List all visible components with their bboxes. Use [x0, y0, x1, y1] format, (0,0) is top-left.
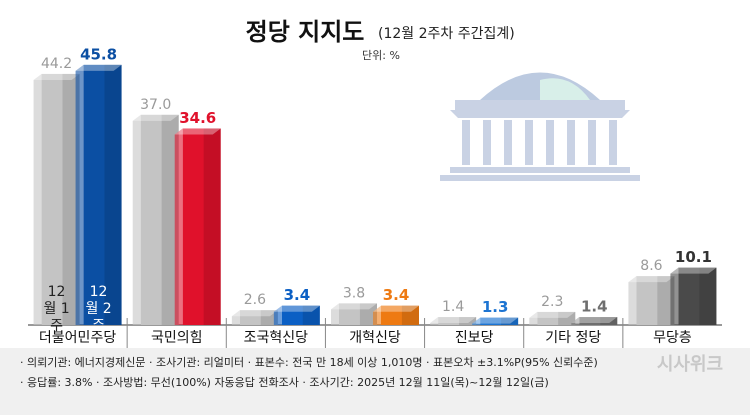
bar-shade [359, 303, 377, 325]
bar-shade [699, 267, 717, 325]
bar [678, 267, 717, 325]
value-label: 3.4 [284, 286, 311, 304]
bar-side [132, 114, 141, 325]
logo: 시사위크 [657, 354, 723, 375]
bar-side [430, 317, 439, 325]
bar-shade [657, 276, 675, 325]
bar-shade [260, 310, 278, 325]
bar [140, 114, 179, 325]
bar-side [373, 305, 381, 325]
bar-side [75, 64, 84, 325]
bar [438, 317, 477, 325]
bar-top [273, 305, 320, 312]
bar-side [529, 311, 538, 325]
bar-top [373, 305, 419, 312]
bar-top [331, 303, 377, 310]
x-tick-label: 무당층 [653, 330, 692, 346]
bar [41, 73, 80, 325]
bar-top [571, 317, 618, 324]
bar [579, 317, 618, 325]
bar-side [571, 317, 580, 325]
bar [537, 311, 576, 325]
chart-subtitle: (12월 2주차 주간집계) [378, 26, 515, 42]
bar-side [174, 128, 183, 325]
bar [381, 305, 419, 325]
bar-shade [161, 114, 179, 325]
value-label: 34.6 [179, 109, 216, 127]
bar-side [331, 303, 339, 325]
bar-side [33, 73, 42, 325]
bar [83, 64, 122, 325]
x-tick-label: 더불어민주당 [39, 330, 116, 346]
bar [339, 303, 377, 325]
footnote: · 의뢰기관: 에너지경제신문 · 조사기관: 리얼미터 · 표본수: 전국 만… [20, 355, 598, 369]
value-label: 1.3 [482, 298, 509, 316]
value-label: 3.8 [343, 285, 365, 301]
x-tick-label: 기타 정당 [545, 330, 601, 346]
chart-title: 정당 지지도 [246, 18, 365, 46]
value-label: 8.6 [640, 258, 662, 274]
footnote: · 응답률: 3.8% · 조사방법: 무선(100%) 자동응답 전화조사 ·… [20, 375, 549, 389]
bar-top [231, 310, 278, 317]
bar-top [628, 276, 675, 283]
value-label: 2.3 [541, 294, 563, 310]
bar-side [231, 310, 240, 325]
footer-bg [0, 348, 750, 415]
bar-shade [62, 73, 80, 325]
value-label: 1.4 [581, 298, 608, 316]
bar-shade [401, 305, 419, 325]
bar [480, 317, 519, 325]
value-label: 10.1 [675, 248, 712, 266]
bar-shade [558, 311, 576, 325]
bar-top [33, 73, 80, 80]
bar-top [132, 114, 179, 121]
bar-shade [302, 305, 320, 325]
legend-entry: 12월 2주 [85, 284, 112, 334]
bar [281, 305, 320, 325]
bar-top [430, 317, 477, 324]
value-label: 45.8 [80, 45, 117, 63]
x-tick-label: 진보당 [455, 330, 494, 346]
bar-shade [104, 64, 122, 325]
bar-top [174, 128, 221, 135]
bar-side [273, 305, 282, 325]
building-icon [440, 72, 640, 181]
bar-side [670, 267, 679, 325]
bar-shade [501, 317, 519, 325]
bar-shade [203, 128, 221, 325]
x-tick-label: 국민의힘 [151, 330, 203, 346]
value-label: 37.0 [140, 97, 171, 113]
value-label: 3.4 [383, 286, 410, 304]
legend-entry: 12월 1주 [43, 284, 70, 334]
value-label: 1.4 [442, 299, 464, 315]
unit-label: 단위: % [362, 49, 400, 62]
bar-shade [459, 317, 477, 325]
bar-top [670, 267, 717, 274]
bar-top [529, 311, 576, 318]
bar-top [472, 317, 519, 324]
bar [239, 310, 278, 325]
bar [636, 276, 675, 325]
x-tick-label: 조국혁신당 [244, 330, 309, 346]
bar-side [628, 276, 637, 325]
bar-shade [600, 317, 618, 325]
bar [182, 128, 221, 325]
bar-top [75, 64, 122, 71]
bar-side [472, 317, 481, 325]
x-tick-label: 개혁신당 [349, 330, 401, 346]
value-label: 44.2 [41, 56, 72, 72]
value-label: 2.6 [244, 292, 266, 308]
